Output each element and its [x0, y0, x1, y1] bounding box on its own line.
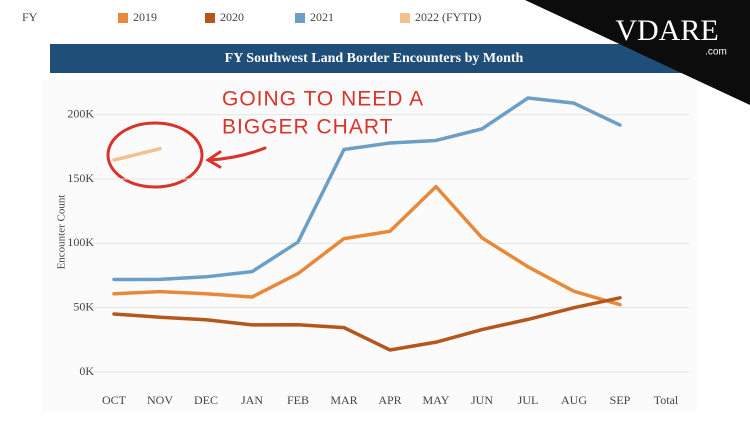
logo: VDARE: [615, 14, 718, 47]
y-tick-label: 0K: [79, 364, 94, 378]
x-tick-label: Total: [654, 393, 679, 407]
x-tick-label: NOV: [147, 393, 173, 407]
legend-swatch: [295, 13, 305, 23]
legend-label: 2019: [133, 10, 157, 24]
y-axis-label: Encounter Count: [56, 195, 68, 270]
annotation-arrow: [205, 146, 267, 169]
plot-area: [42, 80, 697, 412]
x-tick-label: APR: [378, 393, 401, 407]
x-tick-label: AUG: [561, 393, 587, 407]
x-tick-label: SEP: [610, 393, 631, 407]
logo-corner: [525, 0, 750, 105]
x-tick-label: JUL: [518, 393, 539, 407]
x-tick-label: OCT: [102, 393, 127, 407]
line: [112, 184, 622, 307]
legend-label: 2020: [220, 10, 244, 24]
line: [112, 146, 162, 162]
legend-swatch: [205, 13, 215, 23]
chart-title: FY Southwest Land Border Encounters by M…: [225, 51, 524, 66]
x-tick-label: MAY: [423, 393, 450, 407]
x-tick-label: FEB: [287, 393, 309, 407]
y-tick-label: 150K: [67, 171, 94, 185]
y-tick-label: 50K: [73, 299, 94, 313]
legend-swatch: [118, 13, 128, 23]
legend-label: 2022 (FYTD): [415, 10, 481, 24]
x-tick-label: JAN: [241, 393, 263, 407]
x-tick-label: DEC: [194, 393, 218, 407]
annotation-circle: [106, 121, 204, 189]
y-tick-label: 200K: [67, 106, 94, 120]
y-tick-label: 100K: [67, 235, 94, 249]
x-tick-label: JUN: [471, 393, 493, 407]
x-tick-label: MAR: [330, 393, 357, 407]
legend-title: FY: [22, 10, 38, 24]
annotation: GOING TO NEED A: [222, 88, 424, 111]
line: [112, 96, 622, 282]
title-bar: [50, 44, 698, 73]
line: [112, 296, 622, 352]
logo-suffix: .com: [705, 47, 727, 58]
annotation: BIGGER CHART: [222, 116, 393, 139]
legend-swatch: [400, 13, 410, 23]
legend-label: 2021: [310, 10, 334, 24]
